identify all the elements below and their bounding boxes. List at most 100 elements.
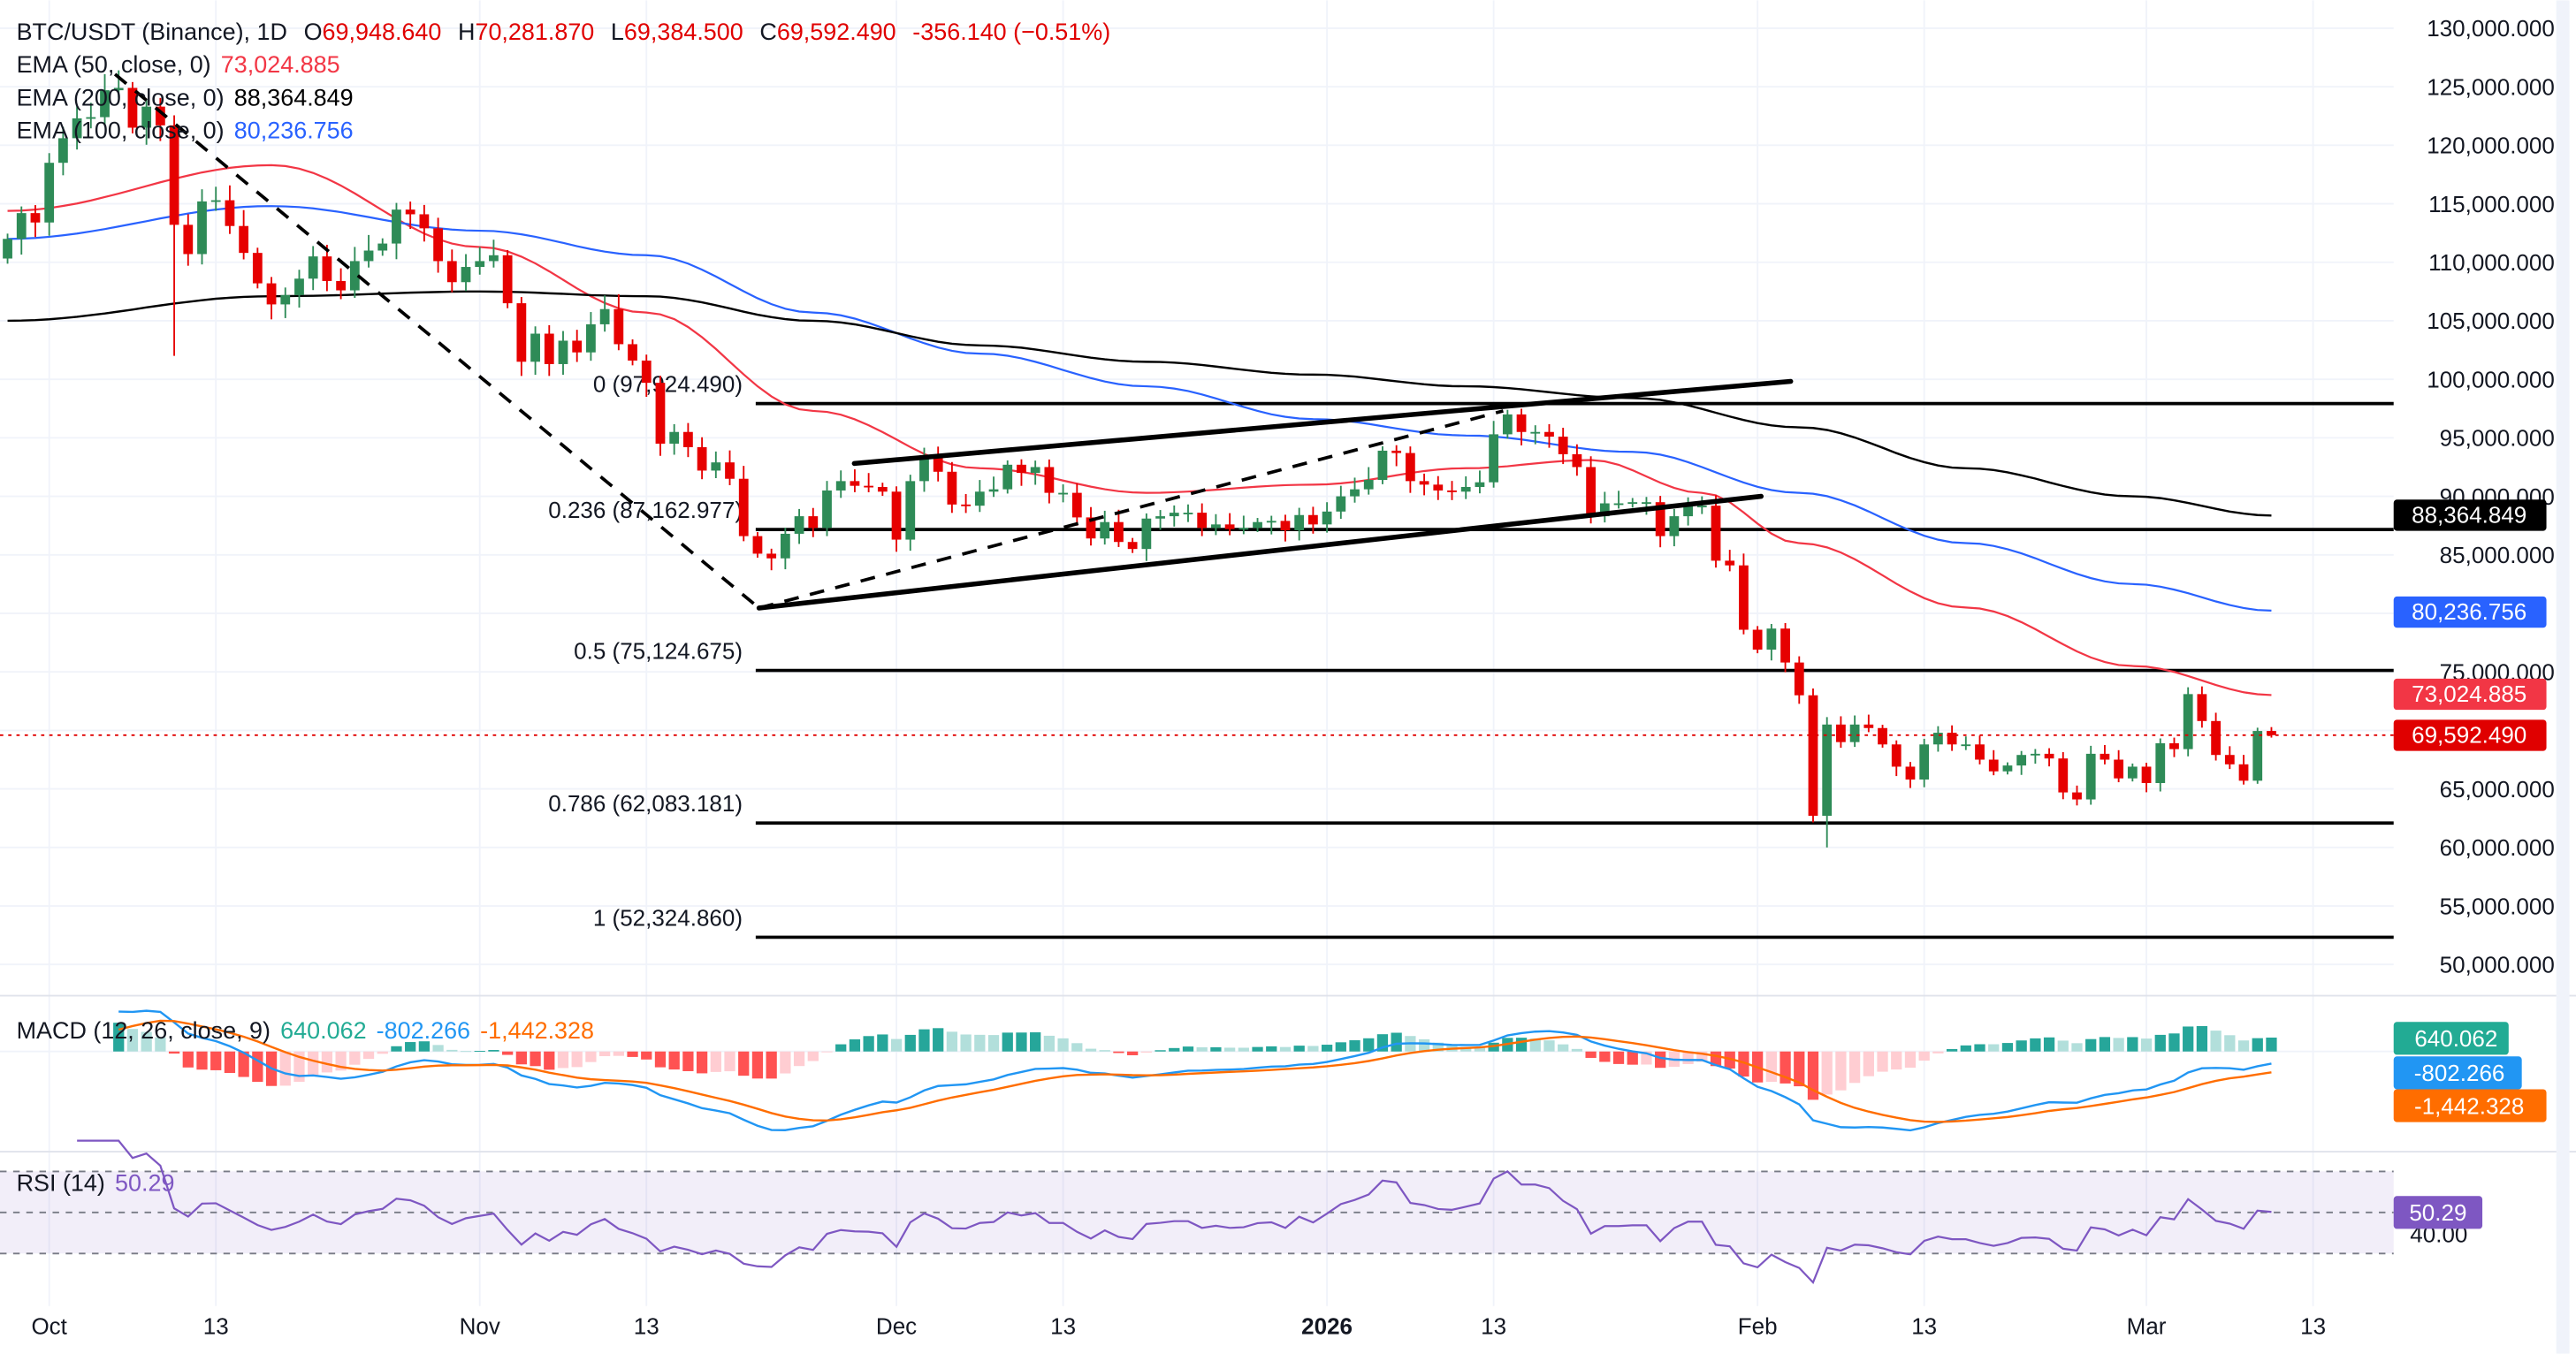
macd-signal-value: -1,442.328	[480, 1017, 594, 1044]
rsi-badge	[2393, 1196, 2483, 1229]
fibonacci-retracement[interactable]: 0 (97,924.490) 0.236 (87,162.977) 0.5 (75,…	[548, 371, 2394, 939]
candle	[2267, 726, 2276, 738]
ema50-legend[interactable]: EMA (50, close, 0) 73,024.885	[17, 51, 340, 78]
candle	[766, 548, 777, 571]
time-axis-label: Oct	[31, 1312, 67, 1339]
candle-body	[2224, 755, 2235, 764]
channel-lower-line[interactable]	[756, 493, 1764, 611]
candle-body	[2211, 720, 2221, 756]
macd-histogram-bar	[362, 1051, 375, 1060]
candle	[1169, 505, 1179, 527]
candle	[725, 450, 735, 485]
candle-body	[1197, 513, 1208, 529]
macd-histogram-bar	[460, 1051, 472, 1053]
candle-body	[1780, 628, 1790, 663]
macd-histogram-bar	[488, 1050, 499, 1052]
candle-body	[2114, 759, 2124, 779]
macd-histogram-bar	[308, 1051, 319, 1076]
candle	[2044, 748, 2054, 767]
macd-line-value: -802.266	[377, 1017, 470, 1044]
macd-histogram-bar	[1030, 1032, 1041, 1052]
candle-body	[489, 255, 499, 262]
macd-signal-line	[118, 1019, 2272, 1123]
candle	[1253, 518, 1262, 532]
macd-histogram-bar	[1363, 1038, 1375, 1052]
dashed-trendline-down[interactable]	[113, 72, 760, 610]
macd-histogram-bar	[890, 1038, 903, 1052]
macd-histogram-bar	[418, 1041, 431, 1052]
candle	[641, 354, 652, 397]
candle-body	[780, 533, 790, 559]
candle-body	[850, 481, 860, 486]
candle-body	[2183, 694, 2193, 749]
channel-upper-line[interactable]	[851, 378, 1794, 467]
candle	[1044, 459, 1055, 504]
candle-body	[72, 118, 82, 139]
candle-body	[1932, 733, 1943, 745]
candle-body	[752, 536, 763, 554]
candle-body	[336, 280, 347, 291]
candle-body	[1419, 481, 1429, 485]
candle	[419, 204, 430, 242]
candle	[1919, 738, 1930, 787]
price-axis[interactable]: 130,000.000 125,000.000 120,000.000 115,000…	[2427, 15, 2555, 977]
candle	[308, 246, 318, 291]
macd-histogram-bar	[1848, 1051, 1861, 1084]
candle-body	[16, 213, 27, 240]
candle	[1711, 495, 1721, 568]
candle	[1572, 444, 1582, 476]
candle	[738, 466, 749, 542]
macd-histogram-bar	[141, 1031, 152, 1052]
candle	[1114, 509, 1124, 547]
ema100-legend[interactable]: EMA (100, close, 0) 80,236.756	[17, 117, 354, 143]
time-axis[interactable]: Oct 13 Nov 13 Dec 13 2026 13 Feb 13 Mar 13	[31, 1312, 2326, 1339]
candle	[461, 254, 471, 292]
ema50-label: EMA (50, close, 0)	[17, 51, 211, 78]
price-axis-label: 60,000.000	[2440, 834, 2555, 861]
candle	[1752, 626, 1763, 654]
candle-body	[461, 267, 471, 283]
rsi-value: 50.29	[115, 1170, 174, 1197]
candle	[530, 326, 540, 376]
candle	[1725, 550, 1735, 572]
ema-lines	[7, 164, 2272, 696]
ema50-value: 73,024.885	[221, 51, 340, 78]
candle-body	[294, 278, 304, 295]
candle-body	[1336, 496, 1346, 512]
candle	[752, 532, 763, 558]
symbol-label[interactable]: BTC/USDT (Binance), 1D	[17, 19, 287, 45]
candle	[2030, 749, 2040, 764]
candle	[1613, 491, 1624, 509]
candle-body	[446, 261, 457, 283]
macd-legend[interactable]: MACD (12, 26, close, 9) 640.062 -802.266 -1…	[17, 1017, 594, 1044]
candle-body	[738, 478, 749, 536]
candle	[502, 249, 513, 308]
candle-body	[822, 490, 832, 529]
candle	[1891, 740, 1902, 777]
candle	[2114, 749, 2124, 783]
macd-histogram-bar	[1891, 1051, 1902, 1070]
candle	[3, 233, 12, 264]
candle	[225, 185, 235, 234]
macd-histogram-bar	[1321, 1045, 1333, 1052]
ema200-legend[interactable]: EMA (200, close, 0) 88,364.849	[17, 84, 354, 110]
candle-body	[1238, 528, 1249, 530]
candle-body	[725, 462, 735, 479]
candle-body	[544, 333, 554, 364]
rsi-legend[interactable]: RSI (14) 50.29	[17, 1170, 175, 1197]
candle-body	[1794, 662, 1804, 696]
dashed-trendline-up[interactable]	[758, 409, 1504, 610]
rsi-panel	[77, 1139, 2272, 1285]
macd-histogram-bar	[2030, 1038, 2041, 1052]
candle-body	[377, 243, 388, 251]
candle	[2155, 738, 2166, 792]
candle-body	[1211, 524, 1221, 529]
time-axis-label: Mar	[2127, 1312, 2167, 1339]
macd-histogram-bar	[835, 1044, 847, 1052]
candle-body	[1377, 450, 1388, 481]
candle	[1905, 762, 1916, 788]
trendline-drawings[interactable]	[113, 72, 1794, 611]
macd-histogram-bar	[405, 1042, 416, 1052]
candle-body	[614, 308, 624, 345]
